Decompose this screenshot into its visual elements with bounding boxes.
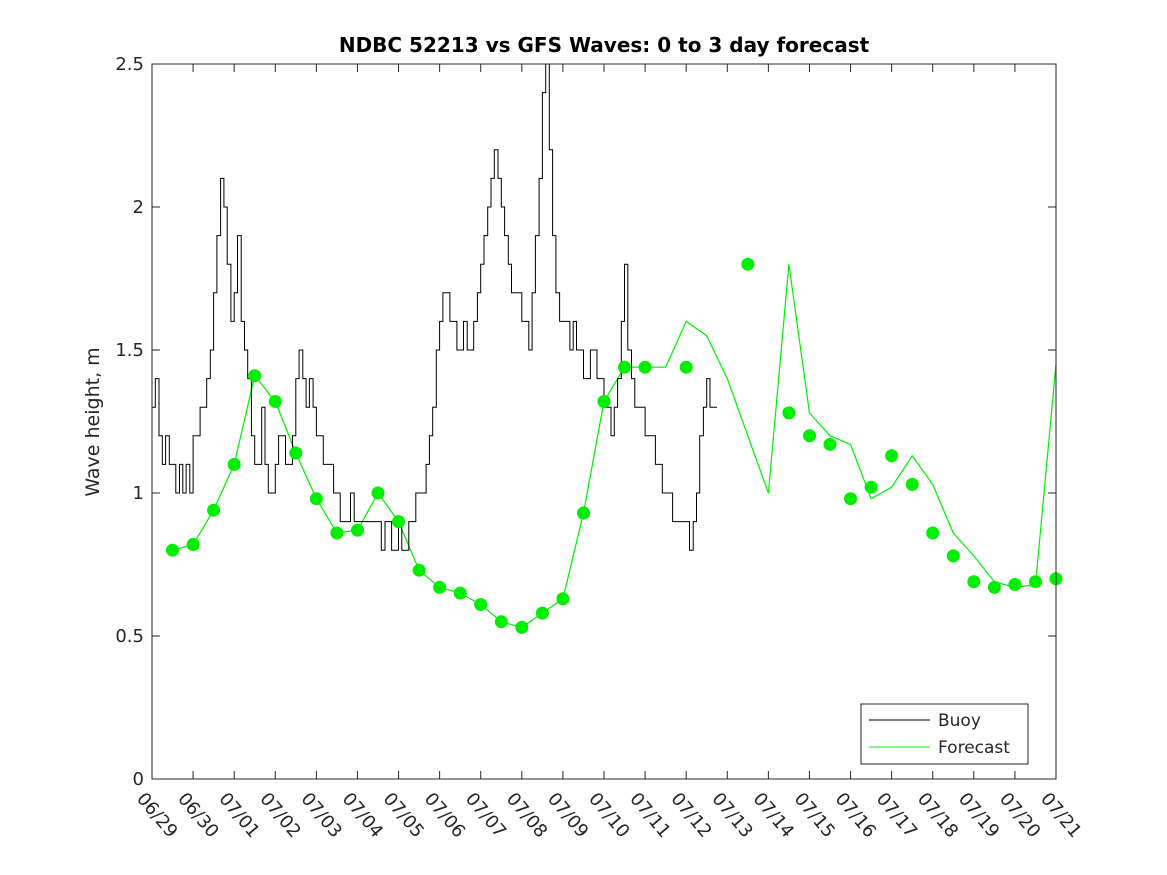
buoy-line: [152, 63, 717, 551]
forecast-point-26: [741, 257, 755, 271]
forecast-point-38: [1008, 578, 1022, 591]
forecast-point-9: [330, 526, 344, 540]
forecast-point-22: [597, 395, 611, 408]
forecast-point-35: [946, 549, 960, 563]
forecast-point-24: [638, 360, 652, 374]
forecast-point-31: [864, 480, 878, 494]
forecast-point-28: [803, 429, 816, 443]
legend-buoy-label: Buoy: [938, 711, 981, 731]
forecast-point-3: [207, 503, 221, 517]
axes-background: [152, 64, 1056, 779]
forecast-point-5: [248, 369, 262, 383]
forecast-point-34: [926, 526, 940, 540]
forecast-point-32: [885, 449, 899, 463]
forecast-point-37: [987, 580, 1001, 594]
forecast-point-20: [556, 592, 570, 606]
forecast-point-33: [905, 477, 919, 491]
forecast-point-6: [268, 395, 282, 408]
forecast-point-2: [186, 538, 200, 551]
y-tick-label: 2.5: [115, 54, 144, 75]
forecast-point-21: [577, 506, 590, 520]
forecast-point-8: [309, 492, 323, 506]
y-tick-label: 1: [133, 483, 144, 504]
forecast-point-1: [166, 543, 179, 557]
forecast-point-4: [227, 457, 241, 471]
forecast-point-15: [453, 586, 467, 600]
forecast-point-11: [371, 486, 385, 500]
legend: Buoy Forecast: [860, 703, 1029, 765]
forecast-point-13: [412, 563, 426, 577]
y-tick-label: 0: [133, 769, 144, 790]
y-tick-label: 1.5: [115, 340, 144, 361]
forecast-point-14: [433, 580, 447, 594]
forecast-point-23: [618, 360, 631, 374]
forecast-point-18: [515, 620, 529, 634]
forecast-point-25: [679, 360, 693, 374]
forecast-point-10: [351, 523, 364, 537]
y-tick-label: 2: [133, 197, 144, 218]
forecast-point-36: [967, 575, 981, 589]
forecast-line: [172, 263, 1057, 628]
forecast-point-30: [844, 492, 857, 506]
forecast-point-19: [535, 606, 549, 620]
forecast-point-27: [782, 406, 796, 420]
forecast-point-7: [289, 446, 303, 460]
chart-title: NDBC 52213 vs GFS Waves: 0 to 3 day fore…: [339, 33, 870, 57]
legend-box: [860, 703, 1029, 765]
y-axis-label: Wave height, m: [82, 347, 104, 496]
forecast-point-29: [823, 437, 837, 451]
forecast-point-17: [494, 615, 508, 629]
legend-forecast-label: Forecast: [938, 738, 1010, 758]
y-tick-label: 0.5: [115, 626, 144, 647]
forecast-point-39: [1029, 575, 1042, 589]
forecast-point-12: [392, 515, 405, 529]
forecast-point-16: [474, 598, 488, 611]
